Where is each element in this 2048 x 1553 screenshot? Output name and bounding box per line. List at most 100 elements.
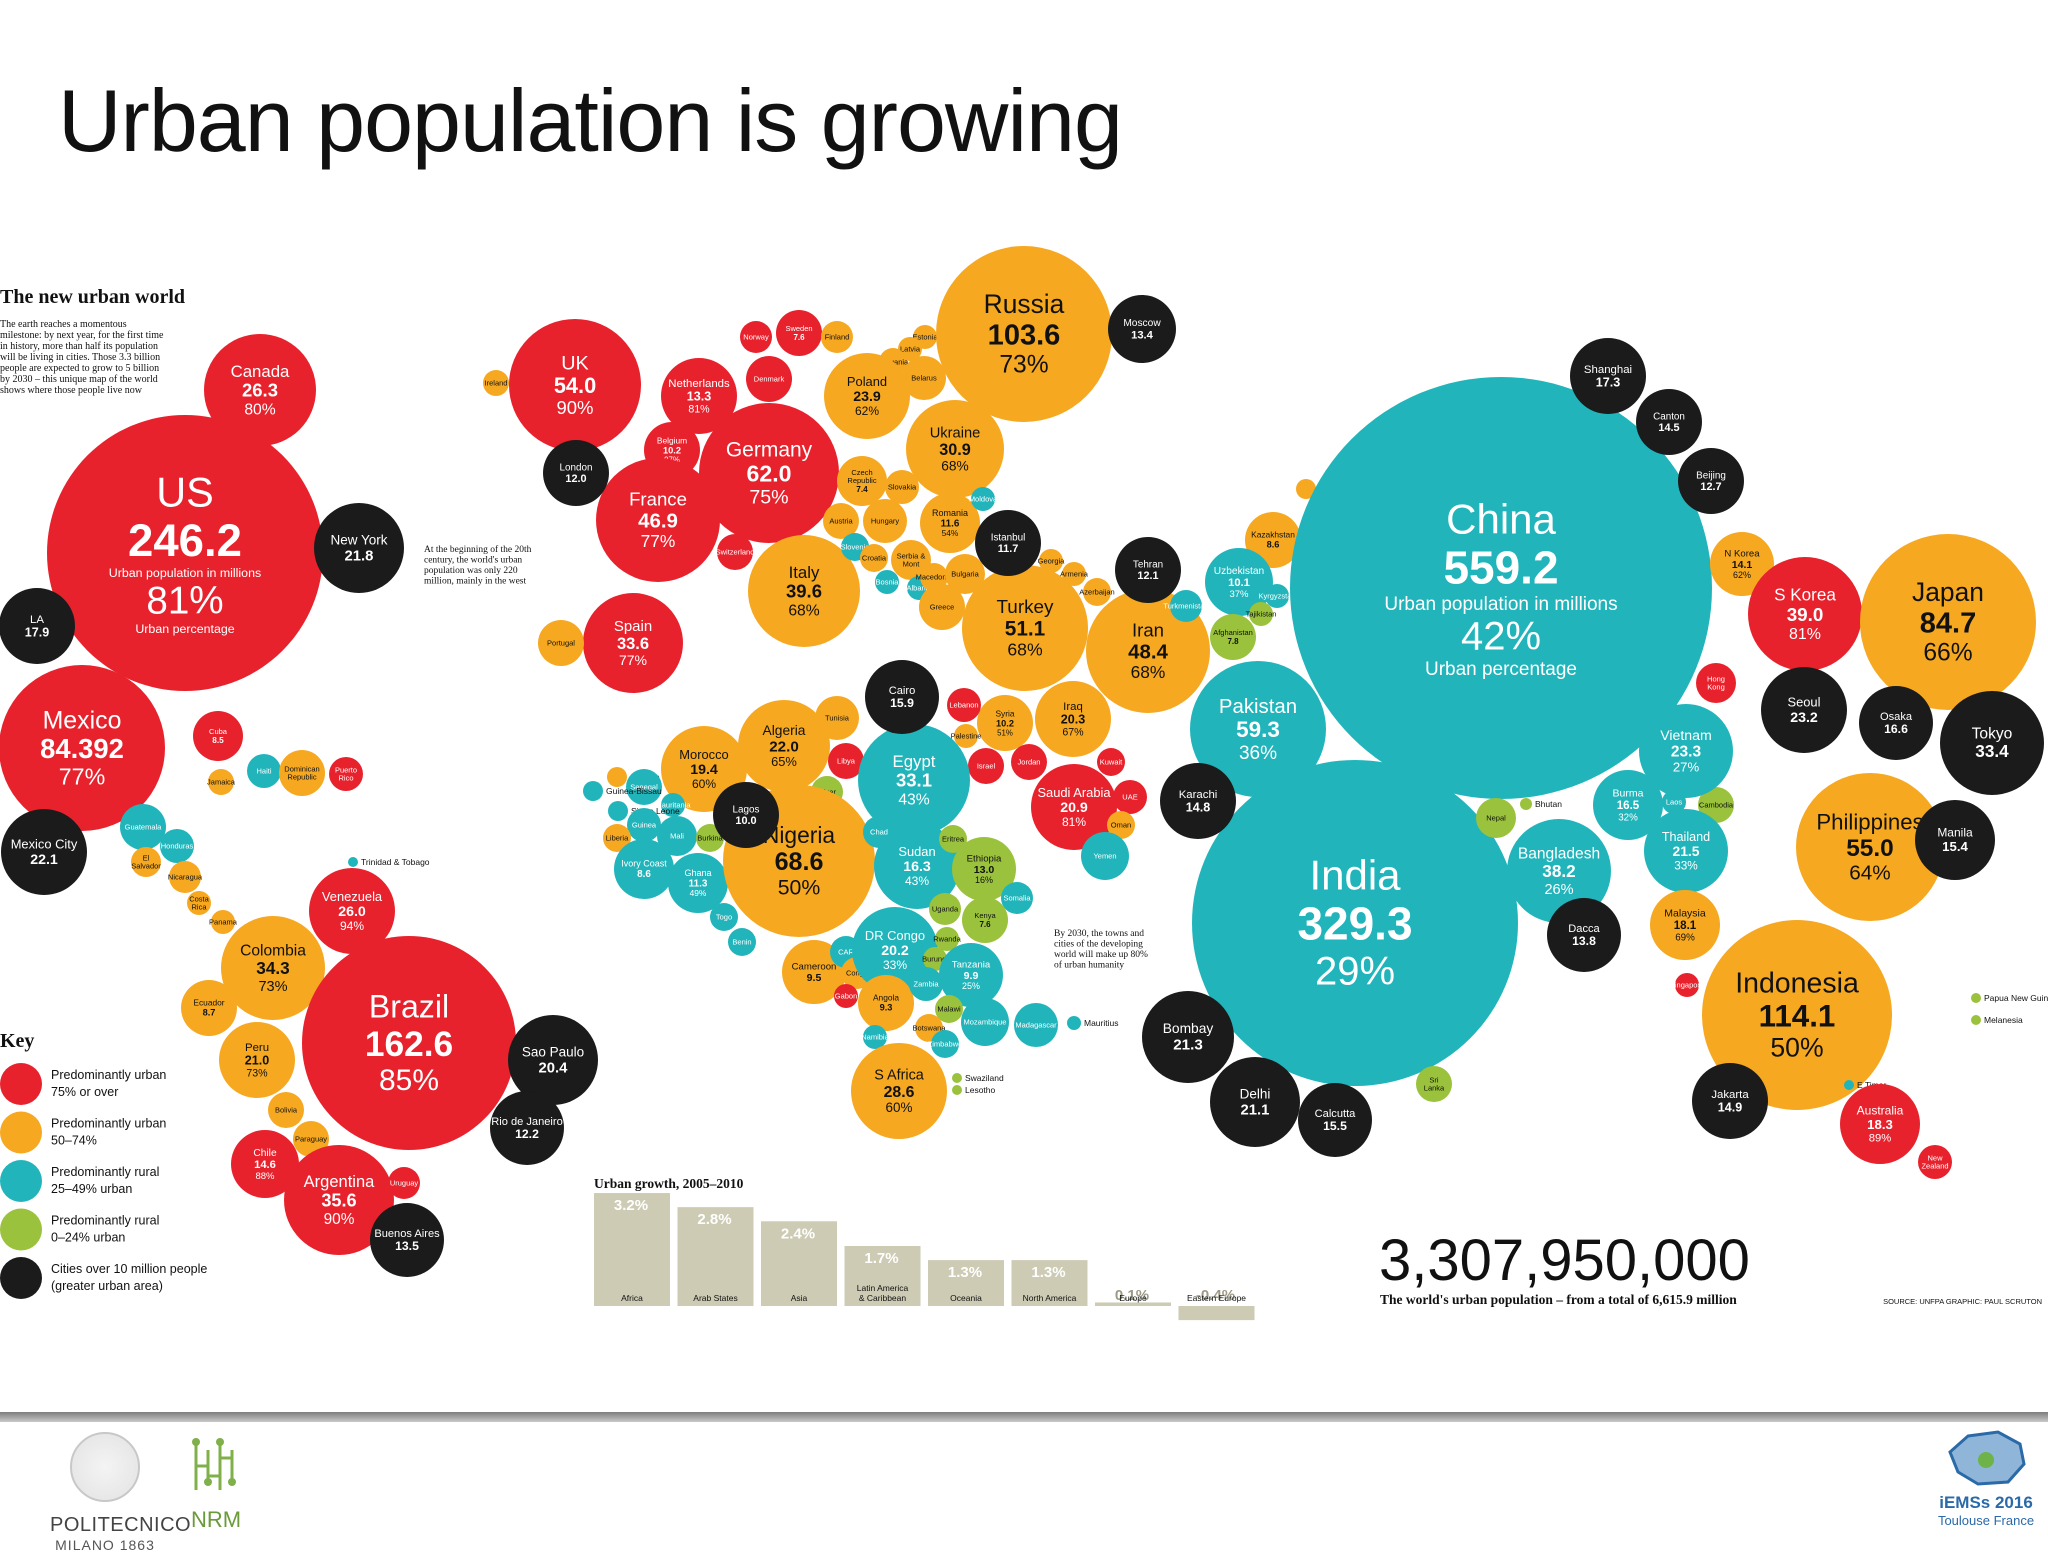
country-bubble-kuwait: Kuwait	[1097, 748, 1125, 776]
total-urban-population: 3,307,950,000	[1379, 1228, 1750, 1293]
bubble-text: Portugal	[547, 638, 575, 647]
bubble-text: Czech	[851, 468, 872, 477]
country-bubble-eritrea: Eritrea	[939, 825, 967, 853]
turkmenistan-circle	[1170, 590, 1202, 622]
bubble-text: 43%	[898, 792, 929, 809]
infographic: The new urban world The earth reaches a m…	[0, 246, 2048, 1321]
bubble-text: 68%	[941, 459, 968, 474]
bar-value-label: 0.1%	[1115, 1287, 1149, 1304]
country-bubble-uruguay: Uruguay	[388, 1167, 420, 1199]
country-bubble-sierra-leone: Sierra Leone	[608, 801, 680, 821]
bubble-text: 29%	[1315, 950, 1395, 994]
bubble-text: Costa	[189, 894, 209, 903]
dacca-circle	[1547, 898, 1621, 972]
country-bubble-norway: Norway	[740, 321, 772, 353]
tehran-circle	[1115, 537, 1181, 603]
bubble-text: 38.2	[1542, 861, 1575, 881]
bubble-text: Kuwait	[1100, 757, 1123, 766]
cameroon-circle	[782, 940, 846, 1004]
bubble-text: Lithuania	[878, 357, 909, 366]
note-20th-century-line: million, mainly in the west	[424, 577, 526, 587]
country-bubble-israel: Israel	[968, 748, 1004, 784]
chile-circle	[231, 1130, 299, 1198]
country-bubble-mauritius: Mauritius	[1067, 1016, 1118, 1030]
country-bubble-benin: Benin	[728, 928, 756, 956]
bubble-text: 89%	[1869, 1133, 1891, 1145]
bubble-text: 73%	[246, 1068, 268, 1080]
cairo-circle	[865, 660, 939, 734]
bubble-text: 35.6	[321, 1191, 356, 1211]
sao-paulo-circle	[508, 1015, 598, 1105]
country-bubble-jamaica: Jamaica	[207, 769, 236, 795]
new-zealand-circle	[1918, 1145, 1952, 1179]
new-york-circle	[314, 503, 404, 593]
bubble-text: Bolivia	[275, 1105, 298, 1114]
bubble-text: 77%	[641, 531, 676, 551]
tajikistan-circle	[1249, 602, 1273, 626]
bubble-text: Belgium	[657, 435, 687, 445]
country-bubble-panama: Panama	[209, 910, 238, 934]
palestine-circle	[954, 724, 978, 748]
infographic-header: The new urban world The earth reaches a m…	[0, 286, 1148, 971]
bubble-text: Burma	[1613, 788, 1644, 800]
sweden-circle	[776, 310, 822, 356]
bubble-text: Syria	[995, 708, 1014, 718]
spain-circle	[583, 593, 683, 693]
bubble-text: 114.1	[1759, 998, 1836, 1033]
bar-value-label: 1.3%	[1031, 1264, 1065, 1281]
bubble-text: Urban population in millions	[109, 566, 261, 580]
bubble-text: 59.3	[1236, 717, 1280, 742]
bubble-text: Angola	[873, 993, 899, 1003]
country-bubble-burkina: Burkina	[696, 824, 724, 852]
bubble-text: Romania	[932, 508, 968, 518]
bubble-text: Jakarta	[1711, 1089, 1749, 1101]
bubble-text: 49%	[690, 888, 707, 898]
country-bubble-turkmenistan: Turkmenistan	[1163, 590, 1209, 622]
politecnico-name: POLITECNICO	[50, 1514, 192, 1536]
trinidad-tobago-circle	[348, 857, 358, 867]
bubble-text: Israel	[977, 761, 996, 770]
bubble-text: Cuba	[209, 727, 228, 736]
country-bubble-moldova: Moldova	[969, 487, 998, 511]
georgia-circle	[1039, 549, 1063, 573]
bubble-text: Lagos	[733, 804, 760, 815]
bubble-text: Rica	[191, 903, 207, 912]
bubble-text: London	[560, 462, 593, 473]
country-bubble-bosnia: Bosnia	[875, 570, 899, 594]
key-item-rural0: Predominantly rural 0–24% urban	[0, 1208, 159, 1251]
bubble-text: 26.3	[242, 380, 278, 401]
bubble-text: Latvia	[900, 344, 921, 353]
bubble-text: Venezuela	[322, 889, 383, 904]
bubble-text: Ivory Coast	[621, 859, 667, 869]
bubble-text: 21.3	[1173, 1037, 1203, 1054]
bubble-text: 16.3	[903, 859, 931, 875]
bulgaria-circle	[945, 554, 985, 594]
uganda-circle	[929, 893, 961, 925]
bubble-text: 67%	[1062, 727, 1084, 739]
bubble-text: 10.2	[996, 718, 1014, 728]
bubble-text: Sri	[1429, 1075, 1439, 1084]
bubble-text: 73%	[258, 979, 287, 995]
bubble-text: Cairo	[889, 685, 916, 697]
bubble-text: 7.6	[793, 333, 805, 342]
bubble-text: Albania	[906, 583, 932, 592]
bubble-text: 81%	[1789, 626, 1821, 643]
bubble-name: Papua New Guinea	[1984, 993, 2048, 1003]
bubble-text: Senegal	[630, 782, 658, 791]
austria-circle	[823, 503, 859, 539]
bubble-text: Morocco	[679, 747, 728, 762]
bar-category-label: Oceania	[950, 1293, 982, 1303]
